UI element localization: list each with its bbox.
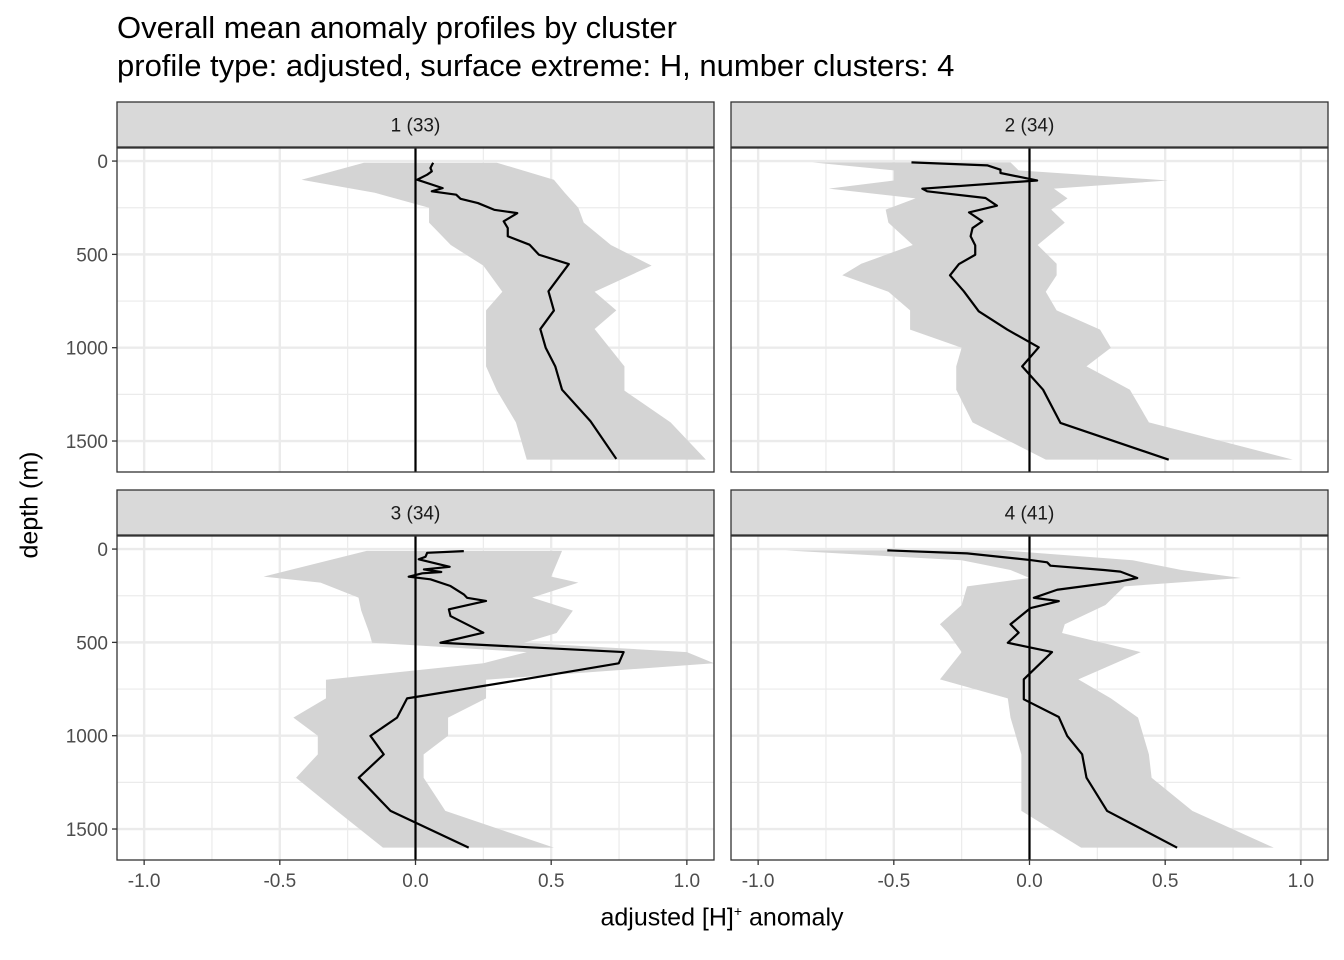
facet-strip [730, 101, 1329, 148]
y-tick-label: 0 [97, 540, 108, 561]
y-tick-label: 1000 [66, 727, 108, 748]
mean-profile-line [887, 549, 1178, 849]
facet-strip-label: 3 (34) [391, 504, 441, 525]
uncertainty-band [263, 550, 714, 848]
x-axis-label-sup: + [733, 903, 743, 919]
x-tick-label: -1.0 [128, 871, 161, 892]
uncertainty-band [812, 162, 1293, 460]
mean-profile-line [357, 550, 625, 849]
facet-strip-label: 2 (34) [1005, 116, 1055, 137]
chart-title: Overall mean anomaly profiles by cluster [117, 10, 677, 45]
panel-border [116, 147, 715, 473]
facet-strip [116, 101, 715, 148]
y-tick-label: 1500 [66, 432, 108, 453]
x-tick-label: 0.5 [538, 871, 564, 892]
x-tick-label: -0.5 [263, 871, 296, 892]
facet-strip-label: 1 (33) [391, 116, 441, 137]
x-tick-label: 0.0 [402, 871, 428, 892]
y-tick-label: 0 [97, 152, 108, 173]
panel-4: 4 (41) -1.0 -0.5 0.0 0.5 1.0 [730, 489, 1329, 892]
y-tick-label: 500 [76, 633, 108, 654]
x-tick-label: -0.5 [877, 871, 910, 892]
x-tick-label: 0.0 [1016, 871, 1042, 892]
y-tick-label: 1500 [66, 820, 108, 841]
facet-strip-label: 4 (41) [1005, 504, 1055, 525]
x-tick-label: 1.0 [1288, 871, 1314, 892]
panel-3: 3 (34) 0 500 1000 1500 -1.0 -0.5 0.0 0.5 1.0 [66, 489, 715, 892]
x-tick-label: 1.0 [674, 871, 700, 892]
facet-strip [116, 489, 715, 536]
y-tick-label: 1000 [66, 339, 108, 360]
panel-border [730, 147, 1329, 473]
mean-profile-line [911, 161, 1170, 461]
y-axis-label: depth (m) [15, 451, 44, 559]
panel-2: 2 (34) [730, 101, 1329, 473]
x-axis-label-main: adjusted [H] [600, 903, 734, 932]
y-tick-label: 500 [76, 245, 108, 266]
chart-subtitle: profile type: adjusted, surface extreme:… [117, 48, 955, 83]
x-axis-label-tail: anomaly [742, 903, 844, 932]
panel-1: 1 (33) 0 500 1000 1500 [66, 101, 715, 473]
x-tick-label: -1.0 [742, 871, 775, 892]
x-axis-label: adjusted [H]+ anomaly [0, 903, 1344, 932]
facet-strip [730, 489, 1329, 536]
uncertainty-band [301, 162, 706, 460]
x-tick-label: 0.5 [1152, 871, 1178, 892]
mean-profile-line [416, 162, 618, 460]
